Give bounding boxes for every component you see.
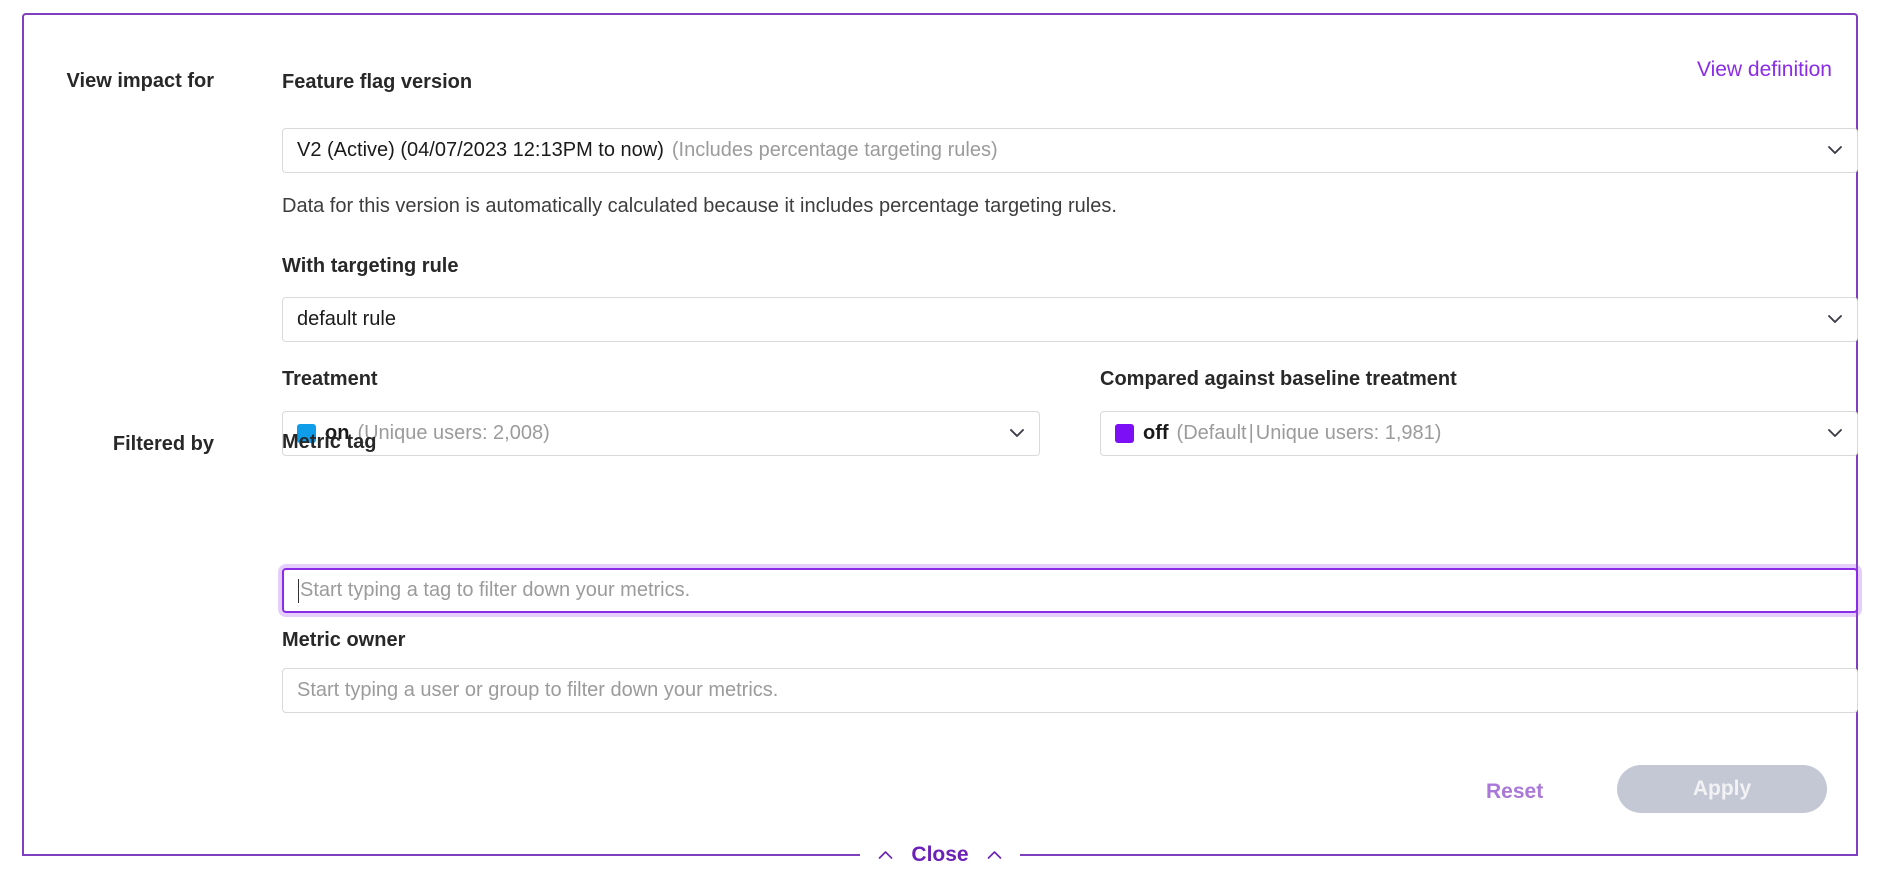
treatment-select[interactable]: on (Unique users: 2,008) — [282, 411, 1040, 456]
chevron-down-icon — [1827, 142, 1843, 158]
text-caret — [298, 578, 299, 603]
feature-flag-version-value: V2 (Active) (04/07/2023 12:13PM to now) — [297, 139, 664, 161]
filtered-by-label: Filtered by — [112, 433, 214, 455]
version-helper-text: Data for this version is automatically c… — [282, 195, 1117, 217]
metric-tag-label: Metric tag — [282, 431, 377, 453]
feature-flag-version-select[interactable]: V2 (Active) (04/07/2023 12:13PM to now) … — [282, 128, 1858, 173]
view-definition-link[interactable]: View definition — [1696, 58, 1832, 81]
feature-flag-version-label: Feature flag version — [282, 71, 473, 93]
baseline-note-separator: | — [1248, 422, 1254, 444]
chevron-down-icon — [1009, 425, 1025, 441]
reset-button[interactable]: Reset — [1486, 780, 1544, 803]
close-divider-left — [22, 854, 861, 856]
view-impact-panel: View definition View impact for Feature … — [22, 13, 1858, 855]
metric-owner-input[interactable]: Start typing a user or group to filter d… — [282, 668, 1858, 713]
treatment-value: on — [325, 422, 350, 444]
baseline-color-swatch — [1115, 424, 1134, 443]
metric-tag-input[interactable]: Start typing a tag to filter down your m… — [282, 568, 1858, 613]
feature-flag-version-note: (Includes percentage targeting rules) — [671, 139, 998, 161]
baseline-value: off — [1143, 422, 1169, 444]
with-targeting-rule-label: With targeting rule — [282, 255, 459, 277]
treatment-color-swatch — [297, 424, 316, 443]
chevron-up-icon-right — [987, 850, 1002, 860]
metric-owner-placeholder: Start typing a user or group to filter d… — [297, 679, 779, 701]
close-bar: Close — [22, 843, 1858, 867]
close-divider-right — [1019, 854, 1858, 856]
metric-owner-label: Metric owner — [282, 629, 406, 651]
targeting-rule-value: default rule — [297, 308, 396, 330]
treatment-label: Treatment — [282, 368, 378, 390]
chevron-down-icon — [1827, 425, 1843, 441]
close-button[interactable]: Close — [860, 843, 1020, 867]
baseline-users-note: Unique users: 1,981) — [1255, 422, 1442, 444]
chevron-down-icon — [1827, 311, 1843, 327]
targeting-rule-select[interactable]: default rule — [282, 297, 1858, 342]
treatment-users-note: (Unique users: 2,008) — [357, 422, 550, 444]
metric-tag-placeholder: Start typing a tag to filter down your m… — [300, 579, 691, 601]
baseline-treatment-select[interactable]: off (Default | Unique users: 1,981) — [1100, 411, 1858, 456]
apply-button[interactable]: Apply — [1617, 765, 1827, 813]
close-label: Close — [911, 843, 969, 866]
chevron-up-icon-left — [878, 850, 893, 860]
baseline-treatment-label: Compared against baseline treatment — [1100, 368, 1457, 390]
baseline-default-note: (Default — [1176, 422, 1247, 444]
view-impact-for-label: View impact for — [66, 70, 214, 92]
